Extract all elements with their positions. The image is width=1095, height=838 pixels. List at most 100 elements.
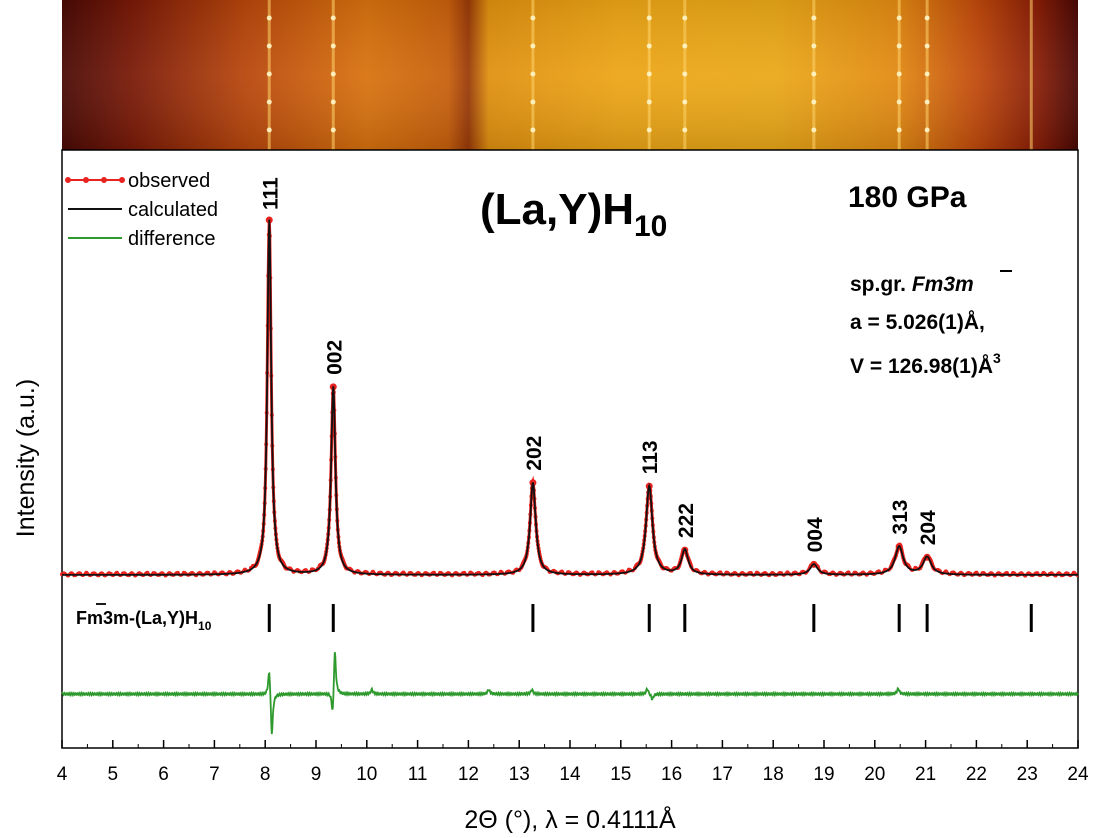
- observed-point: [498, 569, 503, 574]
- observed-point: [1041, 570, 1046, 575]
- detector-spot: [811, 127, 817, 133]
- x-tick-label: 4: [57, 764, 68, 785]
- observed-point: [974, 570, 979, 575]
- detector-spot: [646, 43, 652, 49]
- detector-spot: [682, 43, 688, 49]
- observed-point: [114, 570, 119, 575]
- detector-spot: [646, 127, 652, 133]
- observed-point: [754, 570, 759, 575]
- x-tick-label: 16: [661, 764, 682, 785]
- lattice-parameter: a = 5.026(1)Å,: [850, 310, 985, 334]
- detector-spot: [530, 99, 536, 105]
- detector-spot: [924, 99, 930, 105]
- detector-spot: [924, 15, 930, 21]
- x-tick-label: 9: [311, 764, 322, 785]
- phase-label-text: Fm3m-(La,Y)H: [76, 608, 198, 628]
- x-tick-label: 24: [1067, 764, 1089, 785]
- peak-label-313: 313: [889, 500, 912, 535]
- title-subscript: 10: [634, 210, 667, 243]
- detector-spot: [330, 15, 336, 21]
- observed-point: [370, 569, 375, 574]
- detector-spot: [896, 15, 902, 21]
- x-tick-label: 6: [158, 764, 169, 785]
- observed-point: [943, 569, 948, 574]
- x-tick-label: 7: [209, 764, 220, 785]
- detector-spot: [646, 15, 652, 21]
- peak-label-204: 204: [917, 510, 940, 545]
- detector-spot: [811, 43, 817, 49]
- y-axis-label: Intensity (a.u.): [12, 379, 40, 537]
- peak-label-002: 002: [323, 340, 346, 375]
- phase-label: Fm3m-(La,Y)H10: [76, 608, 212, 633]
- x-tick-label: 21: [915, 764, 936, 785]
- observed-point: [84, 570, 89, 575]
- detector-spot: [811, 99, 817, 105]
- detector-ring-8: [1029, 0, 1033, 150]
- x-axis-label: 2Θ (°), λ = 0.4111Å: [464, 804, 676, 834]
- detector-spot: [896, 71, 902, 77]
- legend-label-difference: difference: [128, 228, 215, 250]
- detector-spot: [530, 15, 536, 21]
- x-tick-label: 15: [610, 764, 631, 785]
- cell-volume-value: V = 126.98(1)Å: [850, 354, 993, 378]
- detector-spot: [646, 99, 652, 105]
- observed-point: [431, 570, 436, 575]
- detector-spot: [266, 43, 272, 49]
- x-tick-label: 5: [108, 764, 119, 785]
- x-tick-label: 22: [966, 764, 987, 785]
- pressure-label: 180 GPa: [848, 181, 967, 214]
- x-tick-label: 11: [408, 764, 428, 785]
- x-tick-label: 20: [864, 764, 885, 785]
- detector-spot: [811, 15, 817, 21]
- observed-point: [401, 570, 406, 575]
- detector-spot: [530, 71, 536, 77]
- x-tick-label: 8: [260, 764, 271, 785]
- x-tick-label: 13: [509, 764, 530, 785]
- x-tick-label: 23: [1017, 764, 1038, 785]
- observed-point: [145, 570, 150, 575]
- legend-label-observed: observed: [128, 170, 210, 192]
- detector-spot: [896, 43, 902, 49]
- detector-spot: [266, 15, 272, 21]
- observed-point: [212, 570, 217, 575]
- peak-label-202: 202: [523, 436, 546, 471]
- detector-spot: [682, 71, 688, 77]
- legend: observed calculated difference: [65, 170, 218, 250]
- legend-item-observed: observed: [65, 170, 210, 192]
- observed-point: [468, 570, 473, 575]
- detector-spot: [266, 71, 272, 77]
- series-difference: [61, 651, 1079, 735]
- detector-ring-lines: [266, 0, 1033, 150]
- peak-label-004: 004: [804, 517, 827, 552]
- detector-spot: [811, 71, 817, 77]
- detector-shading: [62, 0, 1078, 150]
- x-tick-label: 14: [559, 764, 581, 785]
- detector-spot: [896, 127, 902, 133]
- spacegroup-line: sp.gr. Fm3m: [850, 273, 974, 296]
- peak-label-113: 113: [639, 440, 662, 474]
- detector-spot: [896, 99, 902, 105]
- spacegroup-prefix: sp.gr.: [850, 273, 912, 296]
- x-tick-label: 19: [813, 764, 834, 785]
- chart-title: (La,Y)H10: [480, 185, 667, 243]
- spacegroup-symbol: Fm3m: [912, 273, 974, 296]
- title-formula: (La,Y)H: [480, 185, 634, 234]
- observed-point: [181, 570, 186, 575]
- detector-spot: [682, 15, 688, 21]
- legend-item-calculated: calculated: [68, 199, 218, 221]
- observed-point: [1071, 570, 1076, 575]
- detector-spot: [330, 43, 336, 49]
- detector-spot: [330, 99, 336, 105]
- pattern-curves: [60, 216, 1079, 735]
- peak-label-222: 222: [675, 503, 698, 538]
- phase-label-subscript: 10: [198, 619, 212, 633]
- detector-spot: [924, 127, 930, 133]
- legend-item-difference: difference: [68, 228, 215, 250]
- detector-spot: [530, 127, 536, 133]
- detector-spot: [646, 71, 652, 77]
- detector-spot: [682, 127, 688, 133]
- observed-point: [846, 570, 851, 575]
- cell-volume: V = 126.98(1)Å3: [850, 350, 1001, 378]
- observed-point: [785, 570, 790, 575]
- detector-spot: [266, 99, 272, 105]
